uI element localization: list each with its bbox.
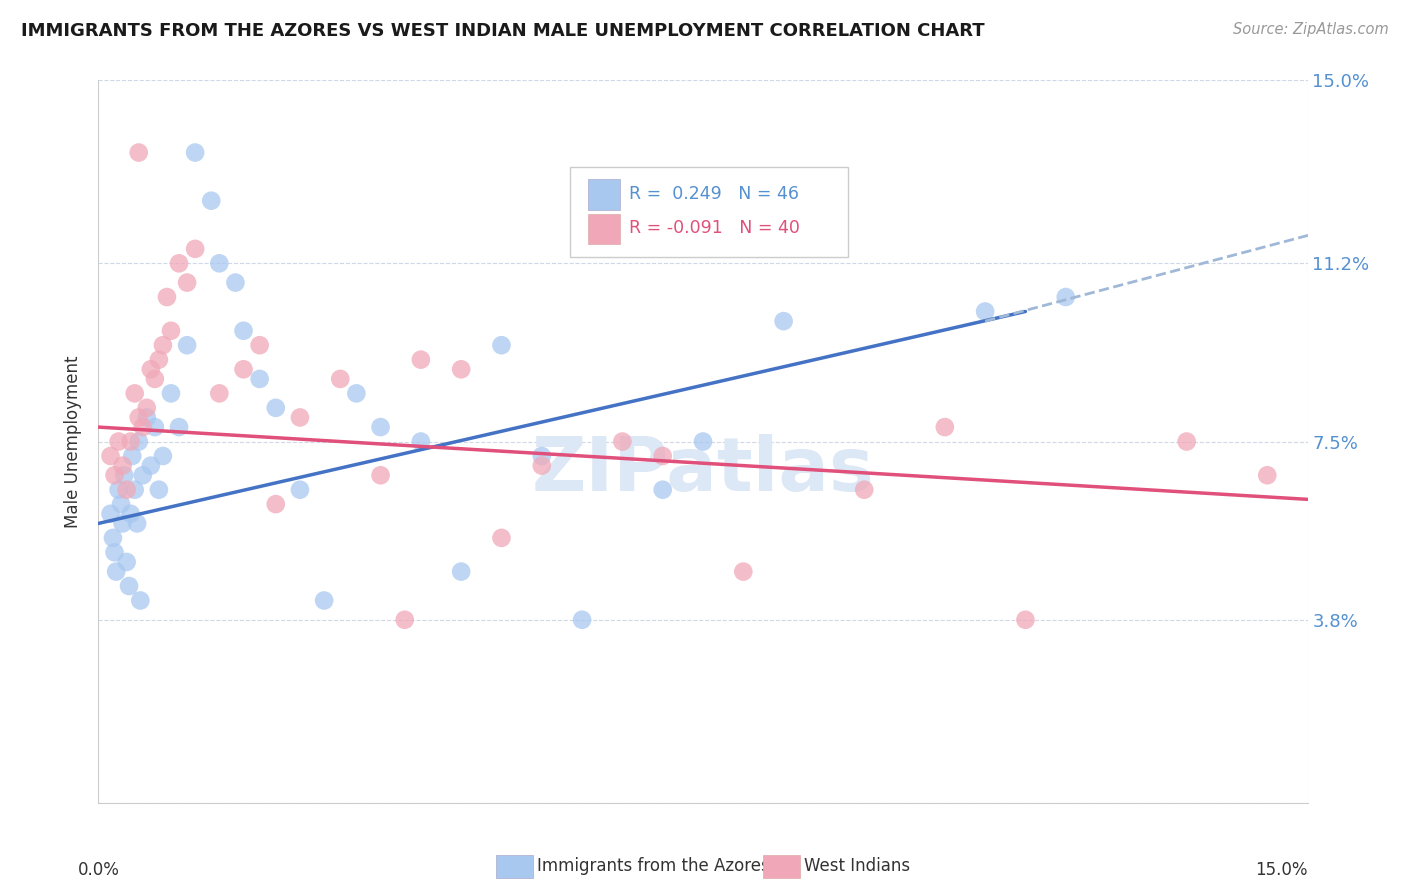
Point: [115, 483, 138, 497]
Point: [450, 362, 472, 376]
Point: [571, 613, 593, 627]
Point: [107, 483, 129, 497]
Point: [110, 497, 132, 511]
Point: [530, 458, 553, 473]
Point: [249, 372, 271, 386]
Point: [409, 352, 432, 367]
Point: [139, 362, 162, 376]
Text: R =  0.249   N = 46: R = 0.249 N = 46: [630, 185, 799, 202]
FancyBboxPatch shape: [588, 214, 620, 244]
Text: 0.0%: 0.0%: [77, 861, 120, 879]
Point: [160, 324, 183, 338]
Point: [129, 593, 152, 607]
Point: [148, 352, 170, 367]
Point: [288, 410, 311, 425]
Point: [184, 242, 207, 256]
Point: [160, 386, 183, 401]
Point: [772, 314, 794, 328]
Point: [121, 449, 143, 463]
Point: [176, 276, 198, 290]
Point: [103, 468, 125, 483]
Point: [103, 545, 125, 559]
Text: 15.0%: 15.0%: [1256, 861, 1308, 879]
Point: [224, 276, 246, 290]
Point: [100, 449, 122, 463]
Point: [111, 458, 134, 473]
Point: [135, 401, 157, 415]
Point: [167, 256, 190, 270]
Point: [344, 386, 367, 401]
Point: [128, 434, 150, 449]
Point: [120, 507, 142, 521]
Point: [124, 386, 146, 401]
Point: [118, 579, 141, 593]
Point: [394, 613, 416, 627]
Point: [105, 565, 128, 579]
Point: [167, 420, 190, 434]
Point: [491, 338, 513, 352]
Point: [111, 516, 134, 531]
Point: [370, 420, 392, 434]
Point: [530, 449, 553, 463]
Point: [120, 434, 142, 449]
Point: [152, 449, 174, 463]
Point: [491, 531, 513, 545]
Point: [264, 497, 287, 511]
Point: [1054, 290, 1077, 304]
Point: [612, 434, 634, 449]
Text: Source: ZipAtlas.com: Source: ZipAtlas.com: [1233, 22, 1389, 37]
Point: [232, 324, 254, 338]
Point: [1014, 613, 1036, 627]
Point: [692, 434, 714, 449]
Point: [176, 338, 198, 352]
Point: [264, 401, 287, 415]
Point: [101, 531, 124, 545]
Point: [1256, 468, 1278, 483]
Point: [115, 555, 138, 569]
Text: West Indians: West Indians: [804, 857, 910, 875]
Point: [148, 483, 170, 497]
Point: [314, 593, 336, 607]
Text: IMMIGRANTS FROM THE AZORES VS WEST INDIAN MALE UNEMPLOYMENT CORRELATION CHART: IMMIGRANTS FROM THE AZORES VS WEST INDIA…: [21, 22, 984, 40]
Point: [132, 420, 155, 434]
Text: ZIPatlas: ZIPatlas: [531, 434, 875, 507]
Point: [156, 290, 179, 304]
Point: [127, 516, 149, 531]
Point: [107, 434, 129, 449]
Point: [143, 372, 166, 386]
Point: [853, 483, 876, 497]
Point: [139, 458, 162, 473]
Point: [409, 434, 432, 449]
Point: [232, 362, 254, 376]
Point: [112, 468, 135, 483]
Point: [208, 256, 231, 270]
Point: [249, 338, 271, 352]
Text: Immigrants from the Azores: Immigrants from the Azores: [537, 857, 770, 875]
Point: [200, 194, 222, 208]
Point: [143, 420, 166, 434]
FancyBboxPatch shape: [588, 179, 620, 210]
Point: [651, 449, 673, 463]
Point: [132, 468, 155, 483]
Point: [128, 145, 150, 160]
Point: [974, 304, 997, 318]
Point: [135, 410, 157, 425]
Point: [651, 483, 673, 497]
Point: [1175, 434, 1198, 449]
Point: [733, 565, 755, 579]
Point: [208, 386, 231, 401]
Point: [152, 338, 174, 352]
Point: [184, 145, 207, 160]
FancyBboxPatch shape: [569, 167, 848, 257]
Y-axis label: Male Unemployment: Male Unemployment: [65, 355, 83, 528]
Point: [124, 483, 146, 497]
Point: [128, 410, 150, 425]
Point: [288, 483, 311, 497]
Point: [370, 468, 392, 483]
Point: [450, 565, 472, 579]
Point: [329, 372, 352, 386]
Point: [100, 507, 122, 521]
Point: [934, 420, 956, 434]
Text: R = -0.091   N = 40: R = -0.091 N = 40: [630, 219, 800, 237]
